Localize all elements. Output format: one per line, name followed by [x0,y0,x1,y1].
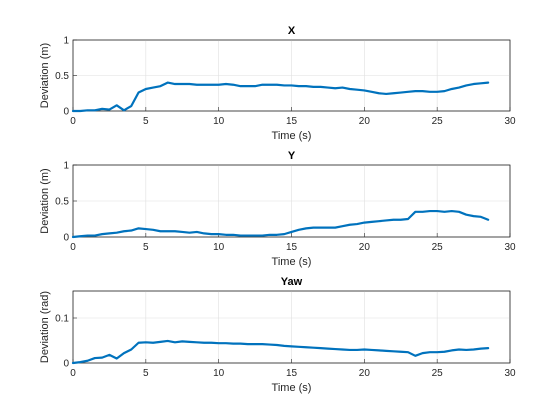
yaw-x-tick-label: 10 [213,368,225,379]
subplot-yaw: 0 5 10 15 20 25 30 0 0.1 Yaw Time (s) Deviation (ra… [39,276,516,394]
y-x-tick-label: 5 [143,242,149,253]
yaw-panel-title: Yaw [281,276,303,288]
yaw-x-tick-label: 25 [432,368,444,379]
yaw-x-tick-label: 0 [70,368,76,379]
y-y-tick-label: 0 [63,233,69,244]
x-x-tick-label: 5 [143,116,149,127]
x-x-axis-label: Time (s) [272,130,312,142]
x-x-tick-label: 25 [432,116,444,127]
y-x-tick-label: 0 [70,242,76,253]
subplot-x: 0 5 10 15 20 25 30 0 0.5 1 X Time (s) Deviation (m) [39,25,516,142]
yaw-y-axis-label: Deviation (rad) [39,291,51,363]
x-x-tick-label: 15 [286,116,298,127]
y-x-tick-label: 20 [359,242,371,253]
x-x-tick-label: 0 [70,116,76,127]
y-x-axis-label: Time (s) [272,256,312,268]
y-series-line [71,209,490,239]
y-x-tick-label: 25 [432,242,444,253]
y-y-axis-label: Deviation (m) [39,168,51,233]
yaw-x-tick-label: 30 [504,368,516,379]
x-x-tick-label: 10 [213,116,225,127]
x-y-axis-label: Deviation (m) [39,43,51,108]
yaw-x-tick-label: 15 [286,368,298,379]
x-x-tick-label: 20 [359,116,371,127]
y-y-tick-label: 1 [63,161,69,172]
x-series-line [71,81,490,113]
yaw-x-axis-label: Time (s) [272,382,312,394]
x-x-tick-label: 30 [504,116,516,127]
yaw-series-line [71,339,490,365]
subplot-y: 0 5 10 15 20 25 30 0 0.5 1 Y Time (s) Deviation (m) [39,150,516,268]
x-y-tick-label: 1 [63,36,69,47]
yaw-y-tick-label: 0.1 [55,314,69,325]
y-x-tick-label: 10 [213,242,225,253]
y-x-tick-label: 30 [504,242,516,253]
y-panel-title: Y [288,150,296,162]
y-y-tick-label: 0.5 [55,197,69,208]
y-x-tick-label: 15 [286,242,298,253]
x-y-tick-label: 0 [63,107,69,118]
x-panel-title: X [288,25,296,37]
x-y-tick-label: 0.5 [55,71,69,82]
yaw-x-tick-label: 20 [359,368,371,379]
yaw-y-tick-label: 0 [63,359,69,370]
yaw-x-tick-label: 5 [143,368,149,379]
